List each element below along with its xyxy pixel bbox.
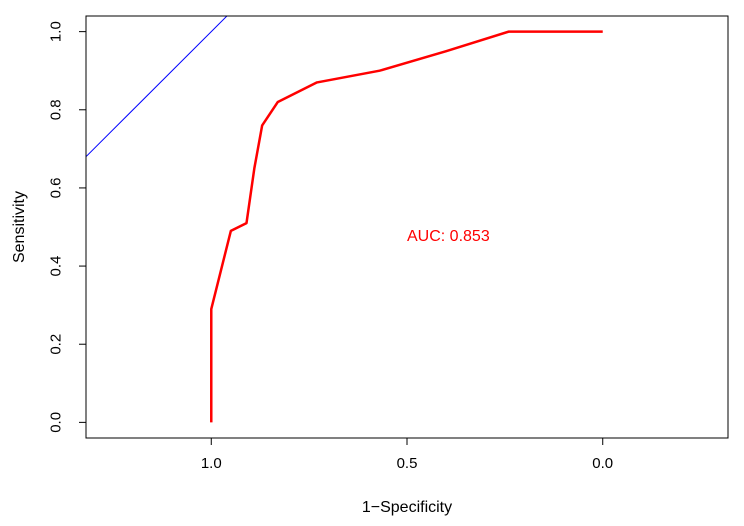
auc-annotation: AUC: 0.853 <box>407 228 490 245</box>
y-tick-label: 1.0 <box>48 21 65 42</box>
x-tick-label: 0.5 <box>397 455 418 472</box>
y-tick-label: 0.4 <box>48 256 65 277</box>
y-axis-label: Sensitivity <box>11 191 28 263</box>
reference-diagonal-line <box>86 16 228 158</box>
y-tick-label: 0.2 <box>48 334 65 355</box>
x-tick-label: 1.0 <box>201 455 222 472</box>
x-tick-label: 0.0 <box>592 455 613 472</box>
axes: 1.0 0.5 0.0 0.0 0.2 0.4 0.6 0.8 1.0 <box>48 15 729 472</box>
x-axis-label: 1−Specificity <box>362 499 452 516</box>
roc-curve-line <box>210 30 603 423</box>
y-tick-label: 0.0 <box>48 412 65 433</box>
y-tick-label: 0.8 <box>48 99 65 120</box>
plot-area: AUC: 0.853 <box>86 16 603 423</box>
y-tick-label: 0.6 <box>48 177 65 198</box>
